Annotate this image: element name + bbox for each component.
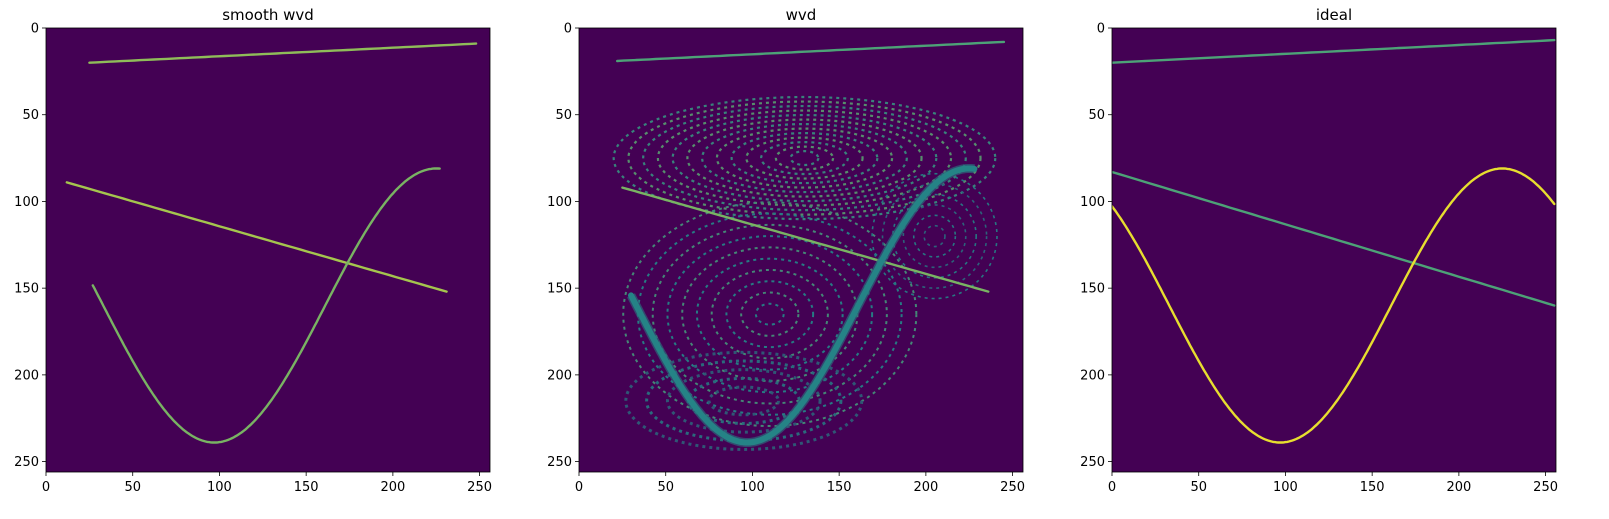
interference-ring bbox=[651, 223, 888, 405]
chart-title: smooth wvd bbox=[222, 6, 314, 24]
x-tick-label: 200 bbox=[1446, 480, 1471, 495]
x-tick-label: 50 bbox=[1190, 480, 1207, 495]
curve-line-1 bbox=[88, 42, 478, 64]
curve-sine-3 bbox=[1112, 167, 1556, 444]
chart-title: wvd bbox=[786, 6, 817, 24]
interference-ring bbox=[871, 172, 998, 300]
heatmap-background bbox=[46, 28, 490, 472]
x-tick-label: 0 bbox=[575, 480, 583, 495]
interference-ring bbox=[665, 368, 822, 434]
y-tick-label: 100 bbox=[1080, 195, 1105, 210]
x-tick-label: 200 bbox=[913, 480, 938, 495]
y-tick-label: 150 bbox=[1080, 282, 1105, 297]
interference-ring bbox=[881, 183, 988, 289]
y-tick-label: 150 bbox=[547, 282, 572, 297]
interference-ring bbox=[754, 302, 785, 326]
interference-ring bbox=[730, 132, 879, 185]
y-tick-label: 200 bbox=[14, 368, 39, 383]
y-tick-label: 0 bbox=[31, 22, 39, 37]
x-tick-label: 100 bbox=[740, 480, 765, 495]
x-tick-label: 150 bbox=[827, 480, 852, 495]
interference-ring bbox=[686, 118, 923, 198]
curve-sine-3 bbox=[628, 165, 978, 446]
x-tick-label: 250 bbox=[467, 480, 492, 495]
x-tick-label: 0 bbox=[42, 480, 50, 495]
interference-ring bbox=[710, 268, 829, 360]
interference-ring bbox=[701, 122, 908, 194]
interference-ring bbox=[774, 145, 835, 171]
interference-ring bbox=[923, 224, 946, 248]
x-tick-label: 100 bbox=[1273, 480, 1298, 495]
heatmap-background bbox=[1112, 28, 1556, 472]
x-tick-label: 250 bbox=[1533, 480, 1558, 495]
interference-ring bbox=[624, 350, 864, 451]
axes-frame bbox=[45, 27, 491, 473]
curve-sine-3 bbox=[91, 167, 441, 444]
heatmap-plot-area bbox=[1112, 38, 1556, 444]
x-tick-label: 250 bbox=[1000, 480, 1025, 495]
interference-ring bbox=[622, 201, 918, 428]
x-tick-label: 200 bbox=[380, 480, 405, 495]
axes-frame bbox=[1111, 27, 1557, 473]
curve-line-1 bbox=[616, 40, 1006, 63]
y-tick-label: 200 bbox=[547, 368, 572, 383]
chart-title: ideal bbox=[1316, 6, 1352, 24]
x-tick-label: 150 bbox=[1360, 480, 1385, 495]
interference-ring bbox=[695, 257, 844, 371]
interference-ring bbox=[725, 280, 815, 349]
y-tick-label: 50 bbox=[555, 108, 572, 123]
heatmap-plot-area bbox=[612, 40, 1006, 451]
y-tick-label: 50 bbox=[1088, 108, 1105, 123]
axes-frame bbox=[578, 27, 1024, 473]
interference-ring bbox=[912, 214, 957, 258]
y-tick-label: 150 bbox=[14, 282, 39, 297]
x-tick-label: 50 bbox=[657, 480, 674, 495]
interference-ring bbox=[715, 127, 894, 189]
x-tick-label: 50 bbox=[124, 480, 141, 495]
interference-ring bbox=[666, 235, 874, 394]
interference-ring bbox=[892, 193, 977, 279]
y-tick-label: 250 bbox=[1080, 455, 1105, 470]
y-tick-label: 200 bbox=[1080, 368, 1105, 383]
curve-line-2 bbox=[1112, 170, 1556, 307]
interference-ring bbox=[642, 104, 967, 212]
y-tick-label: 250 bbox=[547, 455, 572, 470]
interference-ring bbox=[671, 113, 938, 203]
interference-ring bbox=[902, 204, 967, 269]
curve-line-2 bbox=[65, 181, 448, 293]
y-tick-label: 100 bbox=[547, 195, 572, 210]
interference-ring bbox=[760, 141, 849, 176]
x-tick-label: 100 bbox=[207, 480, 232, 495]
y-tick-label: 100 bbox=[14, 195, 39, 210]
curve-line-2 bbox=[621, 186, 990, 293]
heatmap-plot-area bbox=[65, 42, 478, 444]
interference-ring bbox=[612, 95, 997, 221]
interference-ring bbox=[707, 385, 780, 417]
x-tick-label: 0 bbox=[1108, 480, 1116, 495]
interference-ring bbox=[740, 291, 800, 337]
curve-line-1 bbox=[1112, 38, 1556, 64]
interference-ring bbox=[627, 100, 982, 216]
y-tick-label: 0 bbox=[564, 22, 572, 37]
y-tick-label: 0 bbox=[1097, 22, 1105, 37]
x-tick-label: 150 bbox=[294, 480, 319, 495]
interference-ring bbox=[745, 136, 864, 180]
interference-ring bbox=[789, 150, 820, 167]
y-tick-label: 250 bbox=[14, 455, 39, 470]
y-tick-label: 50 bbox=[22, 108, 39, 123]
